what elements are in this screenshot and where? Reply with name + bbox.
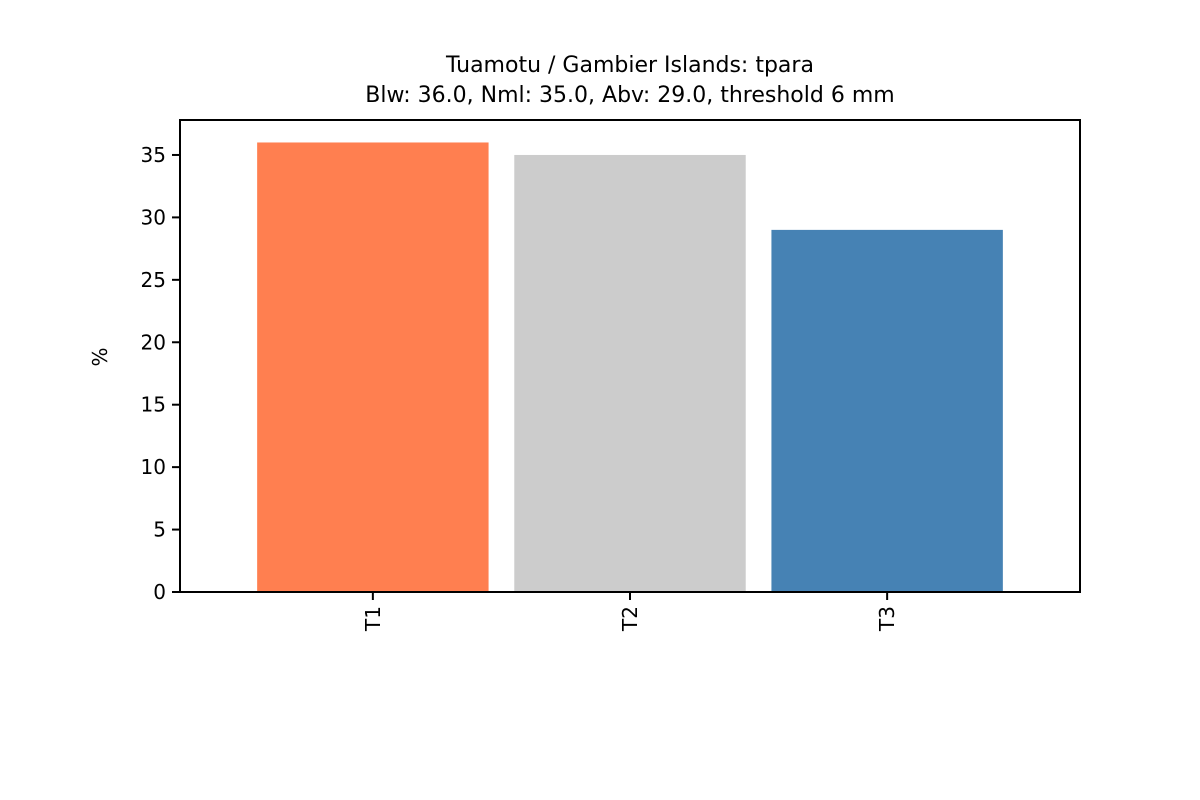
y-tick-label: 15 <box>141 393 166 417</box>
chart-subtitle: Blw: 36.0, Nml: 35.0, Abv: 29.0, thresho… <box>365 83 894 108</box>
bar-t1 <box>257 142 489 592</box>
y-axis: 0 5 10 15 20 25 30 35 <box>141 143 180 604</box>
y-tick-label: 0 <box>153 580 166 604</box>
y-tick-label: 35 <box>141 143 166 167</box>
x-tick-label: T1 <box>361 606 385 632</box>
plot-frame <box>179 119 1081 593</box>
x-tick-label: T3 <box>875 606 899 632</box>
bars-group <box>257 142 1003 593</box>
y-tick-label: 30 <box>141 205 166 229</box>
bar-t2 <box>514 154 746 593</box>
x-axis: T1 T2 T3 <box>361 592 899 632</box>
y-tick-label: 10 <box>141 455 166 479</box>
y-tick-label: 5 <box>153 518 166 542</box>
bar-t3 <box>771 229 1003 592</box>
chart-title: Tuamotu / Gambier Islands: tpara <box>445 53 814 78</box>
y-tick-label: 20 <box>141 330 166 354</box>
y-tick-label: 25 <box>141 268 166 292</box>
y-axis-label: % <box>88 347 112 366</box>
x-tick-label: T2 <box>618 606 642 632</box>
